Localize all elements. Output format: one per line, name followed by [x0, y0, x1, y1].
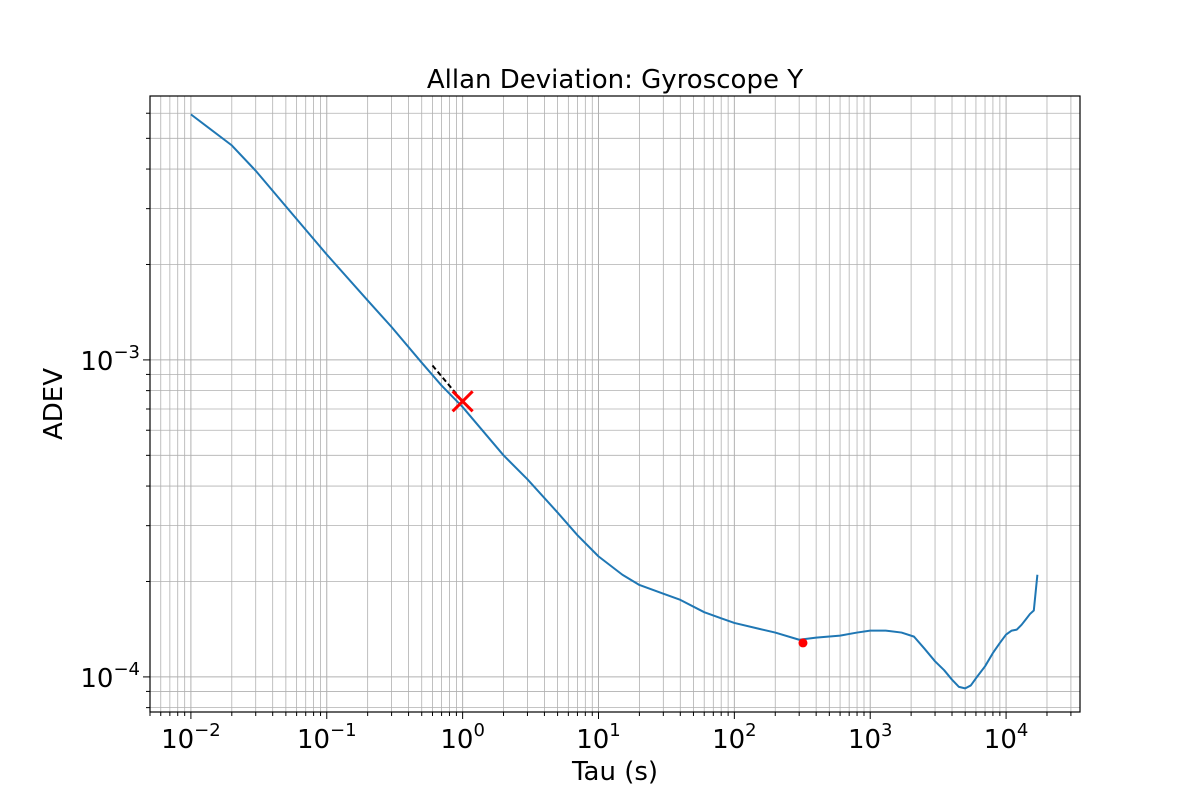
x-tick-label: 104 [984, 720, 1029, 755]
x-tick-label: 101 [576, 720, 621, 755]
adev-series-line [190, 113, 1039, 690]
plot-frame [149, 95, 1081, 713]
y-tick-label-base: 10 [80, 347, 113, 377]
x-tick-label-base: 10 [161, 725, 194, 755]
marker-layer [451, 390, 808, 648]
x-tick-label-exponent: 2 [745, 720, 756, 741]
x-tick-label-base: 10 [848, 725, 881, 755]
x-tick-label: 100 [440, 720, 485, 755]
x-axis-label: Tau (s) [571, 757, 658, 787]
x-tick-label-exponent: 4 [1017, 720, 1028, 741]
series-layer [190, 113, 1039, 690]
x-tick-label-base: 10 [984, 725, 1017, 755]
y-axis-label: ADEV [39, 368, 69, 440]
grid-lines [149, 96, 1080, 712]
y-tick-label-base: 10 [80, 664, 113, 694]
x-tick-label-exponent: −2 [194, 720, 221, 741]
x-tick-label-base: 10 [712, 725, 745, 755]
chart-title: Allan Deviation: Gyroscope Y [427, 65, 803, 95]
x-tick-label-exponent: 3 [881, 720, 892, 741]
x-tick-label-base: 10 [297, 725, 330, 755]
x-tick-label-exponent: 0 [473, 720, 484, 741]
y-tick-label: 10−3 [80, 342, 140, 377]
x-tick-label-base: 10 [440, 725, 473, 755]
x-tick-label: 10−1 [297, 720, 357, 755]
y-tick-label-exponent: −4 [113, 659, 140, 680]
x-marker-stroke [451, 390, 474, 413]
y-tick-label-exponent: −3 [113, 342, 140, 363]
x-tick-label-exponent: −1 [330, 720, 357, 741]
y-tick-label: 10−4 [80, 659, 140, 694]
x-tick-label-exponent: 1 [609, 720, 620, 741]
x-tick-label: 10−2 [161, 720, 221, 755]
dot-marker [798, 638, 808, 648]
x-tick-label-base: 10 [576, 725, 609, 755]
x-marker [451, 390, 474, 413]
x-tick-label: 103 [848, 720, 893, 755]
x-tick-label: 102 [712, 720, 757, 755]
